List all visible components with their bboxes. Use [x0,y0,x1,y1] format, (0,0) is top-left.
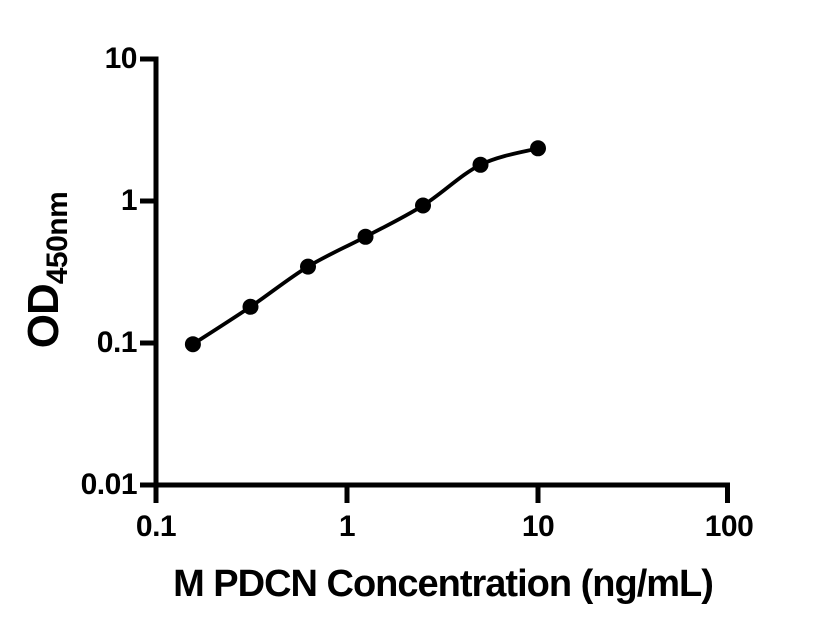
x-tick-label: 1 [338,510,356,543]
fitted-curve-line [191,146,539,346]
x-axis-title: M PDCN Concentration (ng/mL) [173,563,714,605]
y-tick-label: 10 [104,42,138,75]
y-axis-title-main: OD [18,284,68,349]
y-tick-label: 1 [120,184,138,217]
data-point-marker [472,156,489,173]
x-tick-label: 100 [704,510,754,543]
x-tick-label: 0.1 [135,510,177,543]
data-point-marker [415,197,431,214]
data-point-marker [242,298,259,315]
data-point-marker [530,140,546,157]
y-axis-title-subscript: 450nm [40,191,74,285]
y-tick-label: 0.1 [96,326,138,359]
data-point-marker [184,336,201,353]
data-point-marker [300,258,316,275]
x-tick-label: 10 [521,510,555,543]
y-axis-title: OD450nm [18,120,74,420]
y-tick-label: 0.01 [80,468,138,501]
y-axis-title-text: OD450nm [18,191,74,349]
data-point-marker [357,228,374,245]
